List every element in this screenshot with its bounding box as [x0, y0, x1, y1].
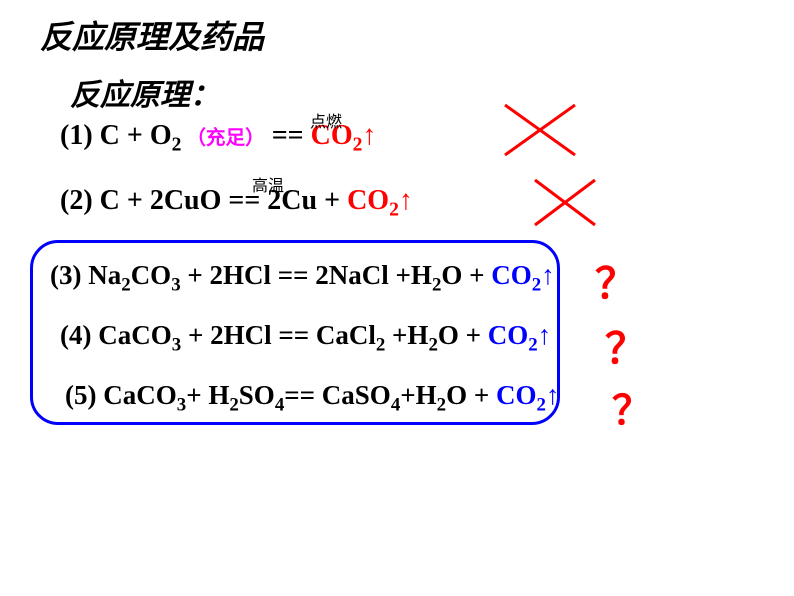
eq4-p1: (4) CaCO: [60, 320, 172, 350]
eq4-arrow: ↑: [538, 320, 552, 350]
eq2-prefix: (2) C + 2CuO == 2Cu +: [60, 185, 347, 216]
eq3-p4: O +: [441, 260, 491, 290]
eq3-p1: (3) Na: [50, 260, 121, 290]
eq4-pbs: 2: [528, 334, 537, 355]
eq5-s1: 3: [177, 394, 186, 415]
eq4-s2: 2: [376, 334, 385, 355]
eq5-p1: (5) CaCO: [65, 380, 177, 410]
eq1-cross-icon: [500, 100, 580, 160]
eq4-product: CO2↑: [488, 320, 551, 350]
equation-3: (3) Na2CO3 + 2HCl == 2NaCl +H2O + CO2↑: [50, 260, 555, 296]
eq1-sub1: 2: [172, 135, 187, 156]
eq4-s1: 3: [172, 334, 181, 355]
eq1-charge: （充足）: [186, 128, 264, 149]
eq3-pb: CO: [491, 260, 532, 290]
eq5-p2: + H: [186, 380, 229, 410]
equation-4: (4) CaCO3 + 2HCl == CaCl2 +H2O + CO2↑: [60, 320, 551, 356]
eq3-pbs: 2: [532, 274, 541, 295]
eq1-condition: 点燃: [310, 108, 342, 132]
eq5-pb: CO: [496, 380, 537, 410]
eq3-s3: 2: [432, 274, 441, 295]
eq5-s4: 4: [391, 394, 400, 415]
equation-2: (2) C + 2CuO == 2Cu + CO2↑: [60, 185, 413, 222]
slide-title: 反应原理及药品: [40, 12, 264, 58]
eq4-p4: O +: [438, 320, 488, 350]
eq5-s3: 4: [275, 394, 284, 415]
eq5-p5: +H: [400, 380, 436, 410]
eq1-prefix: (1) C + O: [60, 120, 172, 151]
eq5-product: CO2↑: [496, 380, 559, 410]
eq2-arrow: ↑: [399, 185, 413, 216]
eq5-p4: == CaSO: [284, 380, 391, 410]
eq5-pbs: 2: [537, 394, 546, 415]
eq2-cross-icon: [530, 175, 600, 230]
equation-5: (5) CaCO3+ H2SO4== CaSO4+H2O + CO2↑: [65, 380, 559, 416]
eq2-product: CO2↑: [347, 185, 413, 216]
eq5-p6: O +: [446, 380, 496, 410]
eq1-arrow: ↑: [362, 120, 376, 151]
eq5-question-mark: ？: [612, 378, 652, 436]
eq5-s2: 2: [229, 394, 238, 415]
eq4-question-mark: ？: [605, 315, 647, 376]
eq3-question-mark: ？: [595, 250, 637, 311]
eq3-p2: CO: [131, 260, 172, 290]
eq3-product: CO2↑: [491, 260, 554, 290]
eq4-p3: +H: [385, 320, 428, 350]
eq3-p3: + 2HCl == 2NaCl +H: [181, 260, 432, 290]
eq2-product-sub: 2: [389, 200, 399, 221]
eq4-pb: CO: [488, 320, 529, 350]
eq2-condition: 高温: [252, 172, 284, 196]
slide-subtitle: 反应原理：: [70, 70, 220, 114]
eq5-s5: 2: [437, 394, 446, 415]
eq3-s1: 2: [121, 274, 130, 295]
eq5-arrow: ↑: [546, 380, 560, 410]
eq5-p3: SO: [239, 380, 275, 410]
eq1-product-sub: 2: [353, 135, 363, 156]
eq4-s3: 2: [428, 334, 437, 355]
eq3-s2: 3: [171, 274, 180, 295]
eq1-eqsign: ==: [272, 120, 311, 151]
eq2-product-text: CO: [347, 185, 389, 216]
eq3-arrow: ↑: [541, 260, 555, 290]
eq4-p2: + 2HCl == CaCl: [181, 320, 376, 350]
